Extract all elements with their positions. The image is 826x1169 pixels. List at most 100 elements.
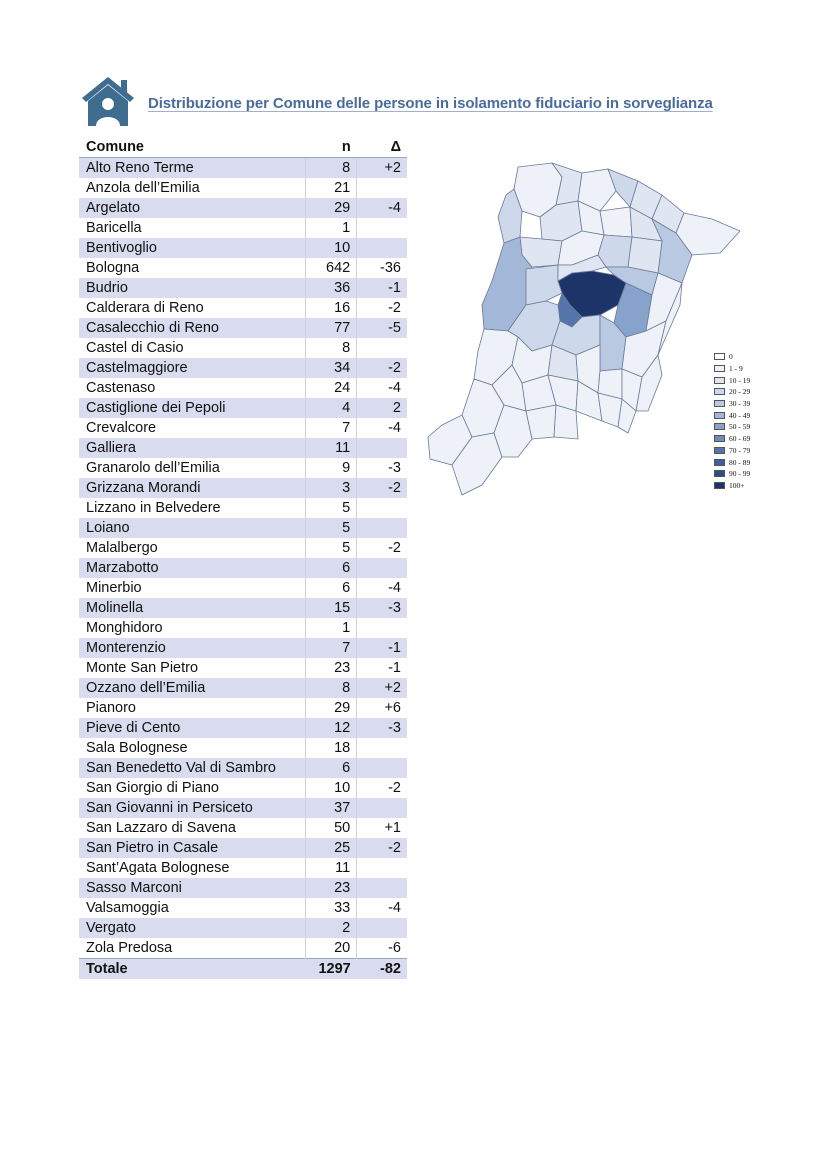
delta-cell (356, 518, 407, 538)
n-cell: 4 (305, 398, 358, 418)
legend-item: 80 - 89 (714, 456, 750, 468)
comune-cell: Pieve di Cento (79, 718, 306, 738)
comune-cell: Grizzana Morandi (79, 478, 306, 498)
n-cell: 6 (305, 578, 358, 598)
comune-cell: Bologna (79, 258, 306, 278)
table-row: Alto Reno Terme 8 +2 (79, 157, 407, 178)
comune-cell: Lizzano in Belvedere (79, 498, 306, 518)
delta-cell (356, 738, 407, 758)
comune-cell: Alto Reno Terme (79, 157, 306, 178)
n-cell: 34 (305, 358, 358, 378)
legend-label: 10 - 19 (729, 375, 751, 385)
map-region (557, 254, 607, 282)
legend-swatch (714, 411, 725, 419)
legend-item: 0 (714, 351, 750, 363)
province-map (427, 162, 741, 496)
legend-swatch (714, 446, 725, 454)
map-region (599, 206, 633, 238)
table-row: Sant’Agata Bolognese 11 (79, 858, 407, 878)
legend-item: 30 - 39 (714, 398, 750, 410)
table-row: San Benedetto Val di Sambro 6 (79, 758, 407, 778)
total-label: Totale (79, 958, 306, 979)
table-row: Anzola dell’Emilia 21 (79, 178, 407, 198)
map-region (525, 404, 557, 440)
n-cell: 50 (305, 818, 358, 838)
n-cell: 6 (305, 758, 358, 778)
n-cell: 36 (305, 278, 358, 298)
delta-cell (356, 618, 407, 638)
comune-cell: Sant’Agata Bolognese (79, 858, 306, 878)
n-cell: 7 (305, 638, 358, 658)
map-region (657, 282, 683, 356)
n-cell: 33 (305, 898, 358, 918)
legend-item: 90 - 99 (714, 468, 750, 480)
table-row: Marzabotto 6 (79, 558, 407, 578)
n-cell: 10 (305, 238, 358, 258)
legend-swatch (714, 470, 725, 478)
delta-cell (356, 438, 407, 458)
comune-cell: Budrio (79, 278, 306, 298)
comune-cell: Molinella (79, 598, 306, 618)
comune-cell: Calderara di Reno (79, 298, 306, 318)
table-row: Casalecchio di Reno 77 -5 (79, 318, 407, 338)
map-region (627, 236, 663, 274)
delta-cell (356, 758, 407, 778)
table-row: San Lazzaro di Savena 50 +1 (79, 818, 407, 838)
legend-label: 90 - 99 (729, 469, 751, 479)
table-row: Bologna 642 -36 (79, 258, 407, 278)
n-cell: 23 (305, 658, 358, 678)
legend-item: 100+ (714, 480, 750, 492)
comune-cell: Marzabotto (79, 558, 306, 578)
n-cell: 10 (305, 778, 358, 798)
comune-cell: Baricella (79, 218, 306, 238)
table-row: Malalbergo 5 -2 (79, 538, 407, 558)
table-row: Valsamoggia 33 -4 (79, 898, 407, 918)
legend-label: 0 (729, 352, 733, 362)
comune-cell: Bentivoglio (79, 238, 306, 258)
n-cell: 5 (305, 518, 358, 538)
comune-cell: Monterenzio (79, 638, 306, 658)
comune-cell: Loiano (79, 518, 306, 538)
comune-cell: Castel di Casio (79, 338, 306, 358)
legend-item: 50 - 59 (714, 421, 750, 433)
legend-item: 60 - 69 (714, 433, 750, 445)
table-header-row: Comune n Δ (79, 137, 407, 158)
table-row: Sala Bolognese 18 (79, 738, 407, 758)
table-row: Crevalcore 7 -4 (79, 418, 407, 438)
table-row: Argelato 29 -4 (79, 198, 407, 218)
legend-swatch (714, 376, 725, 384)
comune-cell: Sala Bolognese (79, 738, 306, 758)
delta-cell (356, 178, 407, 198)
delta-cell: +1 (356, 818, 407, 838)
n-cell: 24 (305, 378, 358, 398)
table-row: San Giovanni in Persiceto 37 (79, 798, 407, 818)
n-cell: 20 (305, 938, 358, 959)
map-region (525, 264, 563, 306)
delta-cell: -4 (356, 418, 407, 438)
comune-table: Comune n Δ Alto Reno Terme 8 +2 Anzola dell… (79, 137, 407, 979)
n-cell: 642 (305, 258, 358, 278)
delta-cell: -4 (356, 578, 407, 598)
table-row: Monghidoro 1 (79, 618, 407, 638)
n-cell: 37 (305, 798, 358, 818)
n-cell: 6 (305, 558, 358, 578)
n-cell: 18 (305, 738, 358, 758)
n-cell: 11 (305, 858, 358, 878)
delta-cell: -4 (356, 898, 407, 918)
comune-cell: Casalecchio di Reno (79, 318, 306, 338)
table-row: Castel di Casio 8 (79, 338, 407, 358)
delta-cell: -6 (356, 938, 407, 959)
table-row: Granarolo dell’Emilia 9 -3 (79, 458, 407, 478)
legend-label: 60 - 69 (729, 434, 751, 444)
legend-swatch (714, 481, 725, 489)
comune-cell: Minerbio (79, 578, 306, 598)
table-row: Pianoro 29 +6 (79, 698, 407, 718)
table-row: Zola Predosa 20 -6 (79, 938, 407, 959)
delta-cell: 2 (356, 398, 407, 418)
n-cell: 8 (305, 338, 358, 358)
n-cell: 7 (305, 418, 358, 438)
delta-cell (356, 918, 407, 938)
table-row: Castiglione dei Pepoli 4 2 (79, 398, 407, 418)
table-row: Monterenzio 7 -1 (79, 638, 407, 658)
legend-label: 20 - 29 (729, 387, 751, 397)
